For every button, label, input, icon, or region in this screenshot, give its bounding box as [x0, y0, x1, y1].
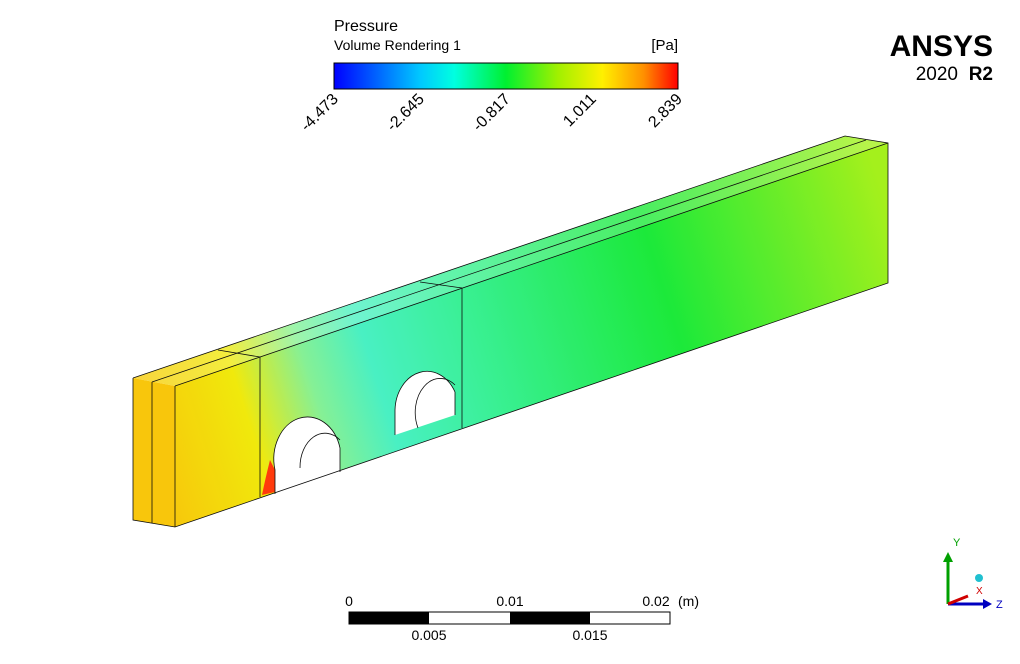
arrow-head	[983, 599, 992, 609]
x-axis-arrow	[947, 594, 969, 606]
scale-label: 0	[345, 593, 353, 609]
logo-release: R2	[969, 64, 993, 85]
geometry	[132, 135, 889, 528]
legend-title: Pressure	[334, 18, 398, 35]
legend-unit: [Pa]	[651, 37, 678, 54]
scale-segment	[349, 612, 429, 624]
arch	[394, 370, 456, 435]
arch-cutout	[395, 371, 455, 435]
legend-tick-label: -0.817	[470, 91, 514, 135]
scale-unit: (m)	[678, 593, 699, 609]
axis-label: X	[976, 586, 983, 597]
view-point	[975, 574, 983, 582]
hot-spot	[262, 460, 275, 495]
front-face	[175, 143, 888, 527]
edge	[174, 142, 889, 387]
color-bar	[333, 62, 679, 90]
outline	[132, 135, 889, 528]
logo-year: 2020	[916, 64, 958, 85]
scale-label: 0.02	[642, 593, 669, 609]
end-face	[133, 378, 175, 527]
legend-subtitle: Volume Rendering 1	[334, 37, 461, 53]
legend-ticks: -4.473 -2.645 -0.817 1.011 2.839	[298, 91, 686, 135]
legend-tick-label: 1.011	[560, 91, 600, 131]
arch-cutout	[273, 416, 340, 494]
arrow-head	[943, 552, 953, 562]
axis-label: Z	[996, 599, 1003, 611]
logo-brand: ANSYS	[890, 30, 993, 63]
arch	[273, 416, 341, 494]
legend-tick-label: -4.473	[298, 91, 342, 135]
scale-segment	[510, 612, 590, 624]
axes-triad: Y X Z	[943, 537, 1003, 611]
axis-label: Y	[953, 537, 961, 549]
legend-tick-label: -2.645	[384, 91, 428, 135]
arch	[299, 432, 341, 469]
scale-label: 0.005	[411, 627, 446, 643]
scale-label: 0.015	[572, 627, 607, 643]
top-face	[133, 136, 888, 386]
arch	[414, 378, 456, 429]
edge	[217, 349, 261, 358]
legend-tick-label: 2.839	[645, 91, 685, 131]
edge	[419, 281, 463, 289]
scale-label: 0.01	[496, 593, 523, 609]
edge	[151, 139, 867, 383]
